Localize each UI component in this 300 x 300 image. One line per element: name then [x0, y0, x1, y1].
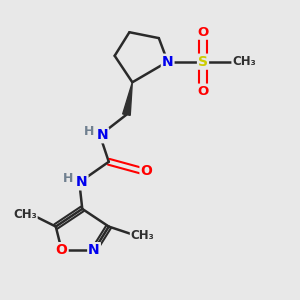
- Text: CH₃: CH₃: [131, 229, 154, 242]
- Text: N: N: [88, 243, 100, 257]
- Text: N: N: [162, 55, 173, 69]
- Polygon shape: [123, 82, 132, 116]
- Text: O: O: [56, 243, 68, 257]
- Text: H: H: [63, 172, 73, 185]
- Text: N: N: [97, 128, 108, 142]
- Text: CH₃: CH₃: [13, 208, 37, 221]
- Text: O: O: [197, 26, 208, 39]
- Text: CH₃: CH₃: [232, 55, 256, 68]
- Text: S: S: [198, 55, 208, 69]
- Text: H: H: [84, 125, 94, 138]
- Text: N: N: [76, 176, 88, 189]
- Text: O: O: [197, 85, 208, 98]
- Text: O: O: [140, 164, 152, 178]
